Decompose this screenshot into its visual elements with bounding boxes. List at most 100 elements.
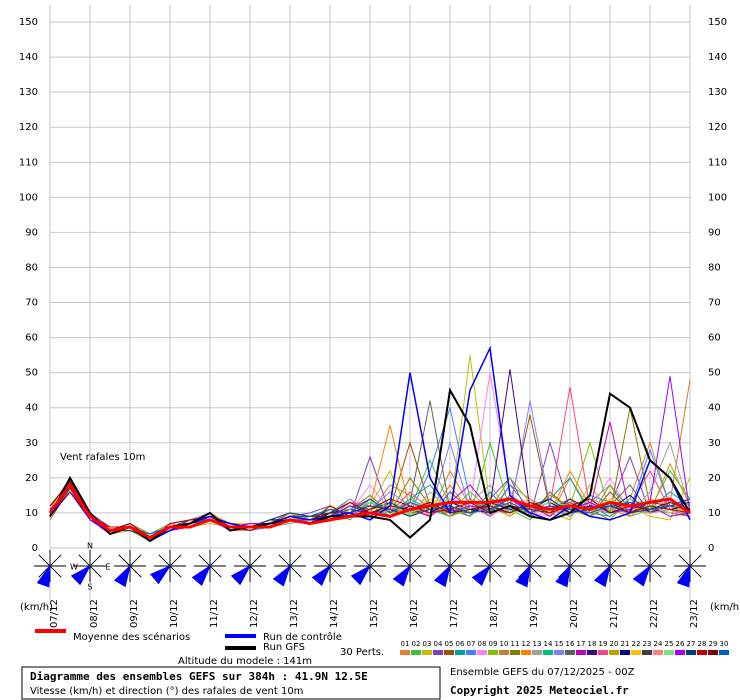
compass-letter: N [87, 542, 93, 551]
y-tick-label: 30 [25, 438, 38, 449]
wind-arrow [632, 564, 651, 587]
legend-swatch [400, 650, 410, 655]
legend-label: 18 [588, 640, 597, 648]
y-tick-label: 80 [708, 262, 721, 273]
compass-letter: S [87, 583, 92, 592]
y-tick-label: 40 [25, 403, 38, 414]
legend-swatch [532, 650, 542, 655]
legend-swatch [543, 650, 553, 655]
legend-swatch [411, 650, 421, 655]
y-tick-label: 110 [19, 157, 38, 168]
x-tick-label: 23/12 [689, 599, 700, 628]
legend-swatch [719, 650, 729, 655]
x-tick-label: 19/12 [529, 599, 540, 628]
legend-label: 20 [610, 640, 619, 648]
legend-swatch [521, 650, 531, 655]
legend-swatch [620, 650, 630, 655]
legend-label: 12 [522, 640, 531, 648]
legend-swatch [708, 650, 718, 655]
x-tick-label: 21/12 [609, 599, 620, 628]
compass-letter: E [105, 563, 110, 572]
subtitle: Vitesse (km/h) et direction (°) des rafa… [30, 686, 303, 697]
y-tick-label: 70 [25, 298, 38, 309]
perts-label: 30 Perts. [340, 647, 384, 658]
wind-arrow [433, 564, 451, 588]
y-tick-label: 50 [25, 368, 38, 379]
legend-label: Run GFS [263, 642, 305, 653]
legend-swatch [554, 650, 564, 655]
legend-label: 10 [500, 640, 509, 648]
legend-label: 17 [577, 640, 586, 648]
y-tick-label: 60 [708, 333, 721, 344]
y-tick-label: 90 [25, 227, 38, 238]
y-tick-label: 50 [708, 368, 721, 379]
overlay: N W E S [34, 542, 706, 592]
x-tick-label: 17/12 [449, 599, 460, 628]
wind-arrow [113, 564, 131, 588]
y-tick-label: 80 [25, 262, 38, 273]
legend-swatch [631, 650, 641, 655]
y-tick-label: 70 [708, 298, 721, 309]
wind-arrow [515, 564, 531, 588]
legend-label: Run de contrôle [263, 631, 342, 643]
y-unit-right: (km/h) [710, 602, 740, 613]
x-tick-label: 14/12 [329, 599, 340, 628]
legend-label: 11 [511, 640, 520, 648]
annotation: Vent rafales 10m [60, 452, 145, 463]
legend-label: 19 [599, 640, 608, 648]
legend-label: Moyenne des scénarios [73, 631, 190, 643]
x-tick-label: 07/12 [49, 599, 60, 628]
legend-swatch [422, 650, 432, 655]
legend-swatch [653, 650, 663, 655]
y-tick-label: 150 [19, 17, 38, 28]
y-tick-label: 30 [708, 438, 721, 449]
x-tick-label: 11/12 [209, 599, 220, 628]
x-tick-label: 13/12 [289, 599, 300, 628]
legend-swatch [609, 650, 619, 655]
legend-label: 14 [544, 640, 553, 648]
x-tick-label: 10/12 [169, 599, 180, 628]
legend-label: 21 [621, 640, 630, 648]
y-tick-label: 120 [19, 122, 38, 133]
y-tick-label: 130 [19, 87, 38, 98]
legend-swatch [664, 650, 674, 655]
wind-arrow [272, 564, 291, 587]
legend-label: 28 [698, 640, 707, 648]
y-tick-label: 20 [708, 473, 721, 484]
y-unit-left: (km/h) [20, 602, 53, 613]
series-line [49, 487, 691, 535]
legend-label: 02 [412, 640, 421, 648]
legend-swatch [488, 650, 498, 655]
y-tick-label: 10 [708, 508, 721, 519]
wind-arrow [593, 564, 611, 588]
legend-label: 06 [456, 640, 465, 648]
x-tick-label: 08/12 [89, 599, 100, 628]
legend-swatch [499, 650, 509, 655]
x-tick-label: 16/12 [409, 599, 420, 628]
y-tick-label: 140 [19, 52, 38, 63]
wind-arrow [230, 564, 252, 586]
y-tick-label: 10 [25, 508, 38, 519]
wind-arrow [350, 564, 372, 586]
compass-letter: W [70, 563, 78, 572]
legend-label: 27 [687, 640, 696, 648]
legend-label: 30 [720, 640, 729, 648]
legend-swatch [587, 650, 597, 655]
legend-label: 08 [478, 640, 487, 648]
y-tick-label: 60 [25, 333, 38, 344]
legend-swatch [466, 650, 476, 655]
y-tick-label: 140 [708, 52, 727, 63]
y-tick-label: 100 [19, 192, 38, 203]
legend-label: 05 [445, 640, 454, 648]
legend-label: 09 [489, 640, 498, 648]
altitude: Altitude du modele : 141m [178, 656, 312, 667]
series-line [49, 387, 691, 543]
run-info: Ensemble GEFS du 07/12/2025 - 00Z [450, 667, 635, 678]
x-tick-label: 15/12 [369, 599, 380, 628]
x-tick-label: 22/12 [649, 599, 660, 628]
wind-arrow [555, 564, 571, 588]
legend-label: 01 [401, 640, 410, 648]
legend-swatch [455, 650, 465, 655]
legend-swatch [686, 650, 696, 655]
